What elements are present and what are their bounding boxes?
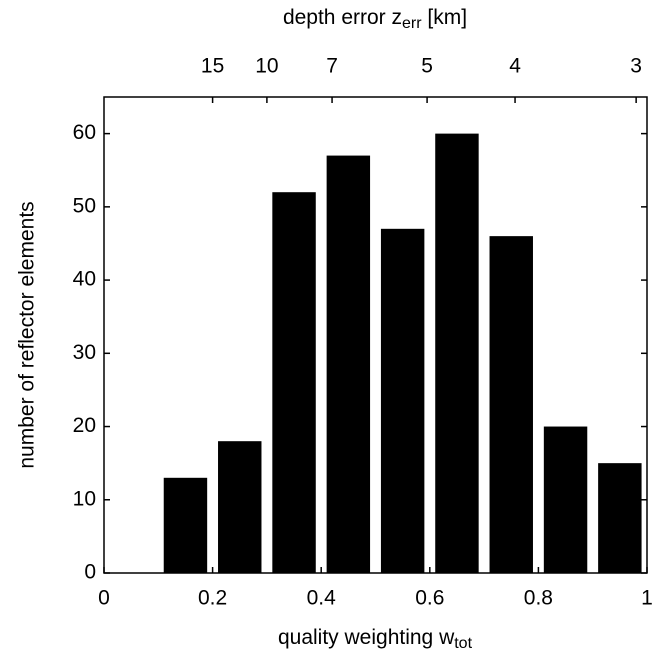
top-axis-label: depth error zerr [km] (283, 6, 467, 33)
top-tick-label: 5 (421, 55, 433, 78)
top-tick-label: 3 (630, 55, 642, 78)
y-tick-label: 40 (73, 268, 96, 291)
bar (326, 155, 371, 574)
x-tick-label: 0.2 (198, 587, 227, 610)
y-tick-label: 50 (73, 194, 96, 217)
top-tick-label: 10 (255, 55, 278, 78)
y-axis-label: number of reflector elements (16, 201, 39, 468)
x-tick-label: 0.8 (524, 587, 553, 610)
top-tick-label: 4 (509, 55, 521, 78)
plot-frame (103, 96, 648, 574)
y-tick-label: 30 (73, 341, 96, 364)
x-tick-label: 0.4 (307, 587, 337, 610)
bar (435, 133, 479, 573)
y-tick-label: 0 (84, 561, 96, 584)
y-tick-label: 60 (73, 121, 96, 144)
x-axis-label: quality weighting wtot (278, 626, 473, 653)
top-tick-label: 15 (201, 55, 224, 78)
bar (598, 463, 642, 573)
bar (272, 192, 316, 573)
bar (163, 477, 208, 573)
x-tick-label: 0 (98, 587, 110, 610)
bar (218, 441, 262, 573)
y-tick-label: 20 (73, 414, 96, 437)
bar (489, 236, 533, 573)
bar (543, 426, 588, 573)
top-tick-label: 7 (326, 55, 338, 78)
y-tick-label: 10 (73, 487, 96, 510)
x-tick-label: 1 (641, 587, 653, 610)
bar (380, 228, 425, 574)
x-tick-label: 0.6 (415, 587, 444, 610)
